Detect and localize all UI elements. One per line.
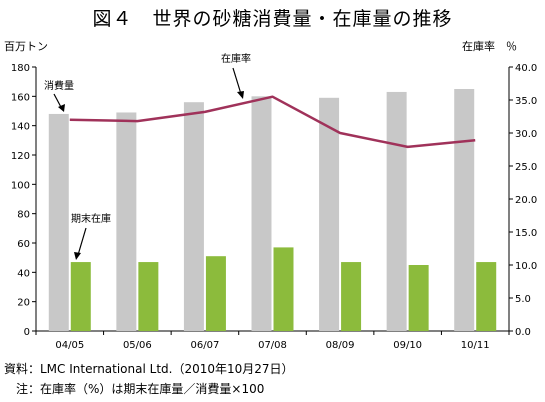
annotation-ending-stock-arrow: [77, 227, 87, 256]
x-tick-label: 04/05: [55, 340, 84, 351]
x-tick-label: 05/06: [123, 340, 152, 351]
y-right-tick-label: 5.0: [515, 294, 531, 305]
bar-ending-stock: [341, 262, 362, 331]
bar-consumption: [116, 112, 137, 331]
y-left-tick-label: 160: [11, 92, 30, 103]
annotation-consumption-arrowhead: [58, 104, 65, 112]
y-right-tick-label: 40.0: [515, 63, 537, 74]
line-stock-ratio: [69, 95, 476, 149]
y-right-tick-label: 35.0: [515, 96, 537, 107]
y-axis-right-label: 在庫率 ％: [462, 39, 517, 53]
bar-consumption: [48, 113, 69, 331]
bar-consumption: [183, 102, 204, 331]
annotation-stock-ratio-arrowhead: [237, 91, 244, 99]
x-tick-label: 06/07: [191, 340, 220, 351]
y-left-tick-label: 40: [17, 268, 30, 279]
y-left-tick-label: 60: [17, 239, 30, 250]
annotation-ending-stock-arrowhead: [74, 252, 81, 260]
bar-consumption: [386, 91, 407, 331]
bar-consumption: [319, 97, 340, 331]
y-right-tick-label: 15.0: [515, 228, 537, 239]
bar-ending-stock: [70, 262, 91, 331]
y-right-tick-label: 30.0: [515, 129, 537, 140]
y-left-tick-label: 140: [11, 122, 30, 133]
x-tick-label: 09/10: [393, 340, 422, 351]
chart-title: 図４ 世界の砂糖消費量・在庫量の推移: [92, 8, 453, 30]
y-left-tick-label: 0: [24, 327, 30, 338]
y-right-tick-label: 10.0: [515, 261, 537, 272]
y-left-tick-label: 180: [11, 63, 30, 74]
labels-group: 0 20 40 60 80 100 120 140 160 180 0.0 5.0 10.0 15.0 20…: [11, 63, 537, 351]
bar-ending-stock: [476, 262, 497, 331]
y-left-tick-label: 100: [11, 180, 30, 191]
bar-ending-stock: [205, 256, 226, 331]
y-left-tick-label: 120: [11, 151, 30, 162]
y-right-tick-label: 25.0: [515, 162, 537, 173]
line-group: [69, 95, 476, 149]
bar-ending-stock: [273, 247, 294, 331]
x-tick-label: 08/09: [326, 340, 355, 351]
y-left-tick-label: 80: [17, 210, 30, 221]
annotation-stock-ratio: 在庫率: [221, 52, 251, 65]
x-tick-label: 07/08: [258, 340, 287, 351]
bar-ending-stock: [408, 265, 429, 331]
footnote: 注：在庫率（%）は期末在庫量／消費量×100: [16, 382, 265, 396]
axes-group: [32, 66, 513, 335]
bar-consumption: [454, 89, 475, 331]
x-tick-label: 10/11: [461, 340, 490, 351]
y-axis-left-label: 百万トン: [4, 40, 48, 53]
y-right-tick-label: 0.0: [515, 327, 531, 338]
annotation-stock-ratio-arrow: [232, 67, 242, 95]
annotation-consumption: 消費量: [44, 79, 74, 92]
y-left-tick-label: 20: [17, 298, 30, 309]
annotation-ending-stock: 期末在庫: [71, 212, 111, 225]
bar-ending-stock: [138, 262, 159, 331]
bars-group: [48, 89, 497, 331]
bar-consumption: [251, 96, 272, 331]
y-right-tick-label: 20.0: [515, 195, 537, 206]
source-note: 資料：LMC International Ltd.（2010年10月27日）: [4, 362, 294, 376]
